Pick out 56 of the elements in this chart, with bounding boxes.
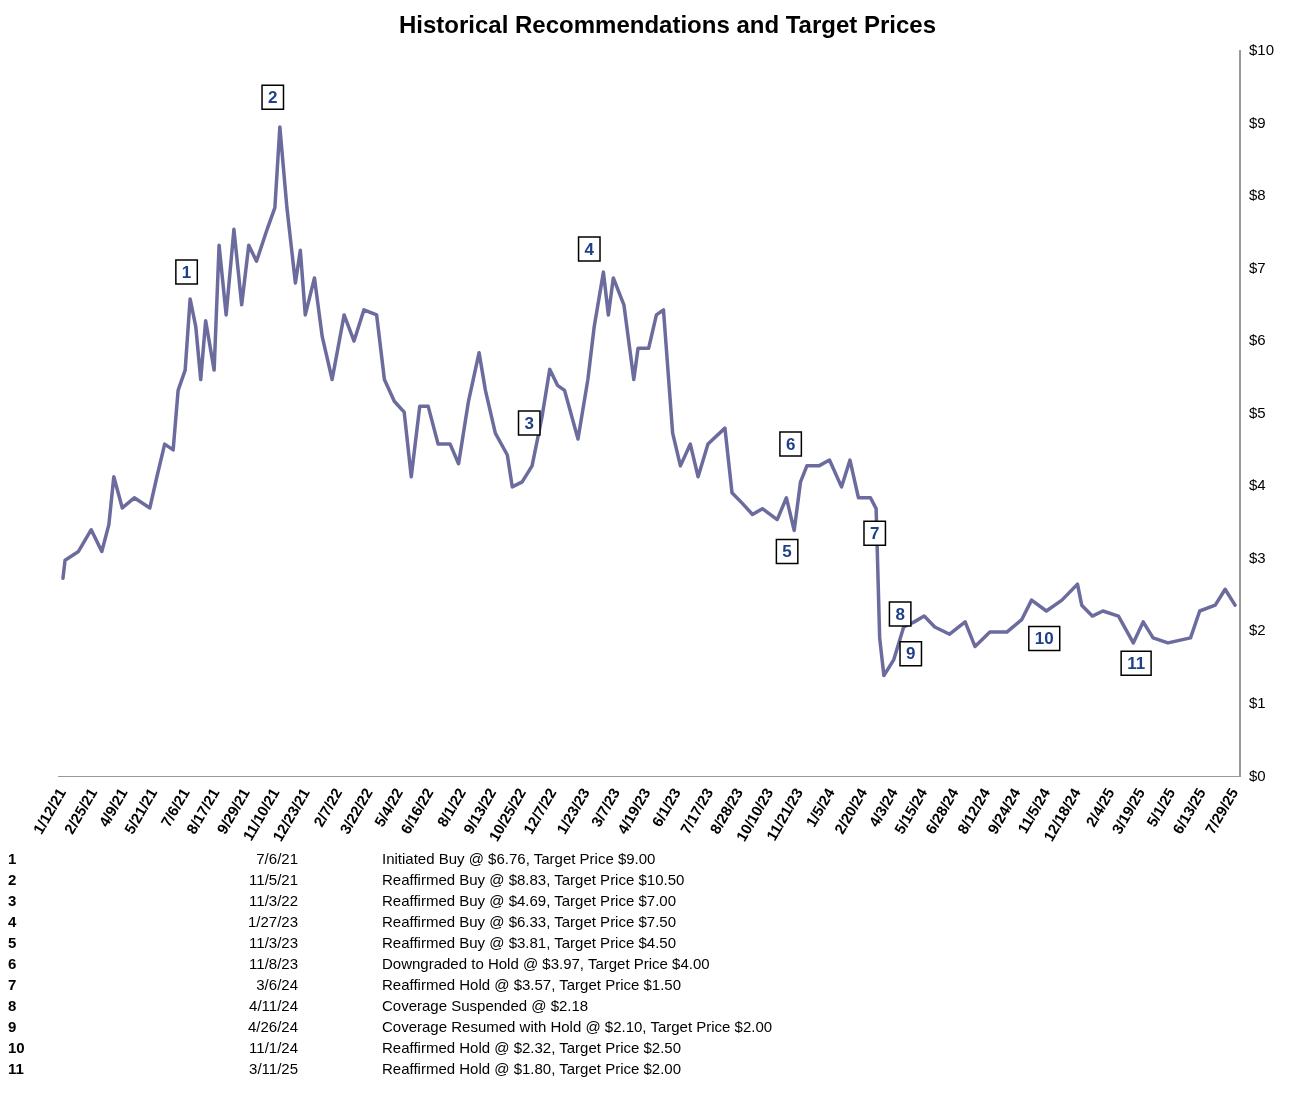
text: 4/26/24 [246, 1017, 298, 1037]
text: 4/11/24 [248, 996, 298, 1016]
text: Reaffirmed Buy @ $3.81, Target Price $4.50 [381, 933, 677, 953]
annotation: 9 [906, 644, 916, 664]
text: 1 [8, 849, 18, 869]
y-tick-label: $0 [1248, 766, 1266, 784]
text: 11/3/23 [248, 933, 298, 953]
text: 11/3/22 [248, 891, 298, 911]
text: Reaffirmed Hold @ $1.80, Target Price $2.00 [381, 1059, 682, 1079]
y-tick-label: $7 [1248, 258, 1266, 276]
text: Coverage Suspended @ $2.18 [381, 996, 590, 1016]
text: 11/5/21 [248, 870, 298, 890]
y-tick-label: $2 [1248, 621, 1266, 639]
annotation: 10 [1034, 629, 1054, 649]
y-tick-label: $10 [1248, 40, 1274, 58]
text: Reaffirmed Hold @ $2.32, Target Price $2.50 [381, 1038, 682, 1058]
y-tick-label: $4 [1248, 476, 1266, 494]
text: Coverage Resumed with Hold @ $2.10, Target Price $2.00 [381, 1017, 774, 1037]
text: 5 [8, 933, 18, 953]
text: 10 [8, 1038, 26, 1058]
annotation: 5 [782, 542, 792, 562]
text: 8 [8, 996, 18, 1016]
text: 1/27/23 [246, 912, 298, 932]
text: 11 [8, 1059, 25, 1079]
annotation: 1 [181, 262, 192, 282]
annotation: 8 [895, 604, 905, 624]
text: 2 [8, 870, 18, 890]
y-tick-label: $5 [1248, 403, 1266, 421]
annotation: 11 [1127, 653, 1146, 673]
text: Reaffirmed Buy @ $6.33, Target Price $7.50 [381, 912, 677, 932]
annotation: 2 [268, 87, 278, 107]
y-tick-label: $9 [1248, 113, 1266, 131]
text: 11/1/24 [248, 1038, 298, 1058]
text: 3/6/24 [255, 975, 298, 995]
text: 4 [8, 912, 18, 932]
text: 7/6/21 [255, 849, 298, 869]
annotation: 7 [869, 524, 880, 544]
y-tick-label: $8 [1248, 186, 1266, 204]
y-tick-label: $1 [1248, 694, 1266, 712]
text: Downgraded to Hold @ $3.97, Target Price $4.00 [381, 954, 711, 974]
text: 3 [8, 891, 18, 911]
annotation: 3 [524, 413, 534, 433]
text: 9 [8, 1017, 18, 1037]
annotation: 6 [785, 434, 796, 454]
chart-title: Historical Recommendations and Target Prices [398, 11, 937, 39]
text: Initiated Buy @ $6.76, Target Price $9.00 [381, 849, 657, 869]
text: 6 [8, 954, 18, 974]
text: Reaffirmed Hold @ $3.57, Target Price $1.50 [381, 975, 682, 995]
y-tick-label: $3 [1248, 548, 1266, 566]
text: 7 [8, 975, 18, 995]
text: Reaffirmed Buy @ $4.69, Target Price $7.00 [381, 891, 677, 911]
text: Reaffirmed Buy @ $8.83, Target Price $10.50 [381, 870, 686, 890]
text: 11/8/23 [248, 954, 298, 974]
annotation: 4 [584, 239, 595, 259]
y-tick-label: $6 [1248, 331, 1266, 349]
text: 3/11/25 [248, 1059, 298, 1079]
